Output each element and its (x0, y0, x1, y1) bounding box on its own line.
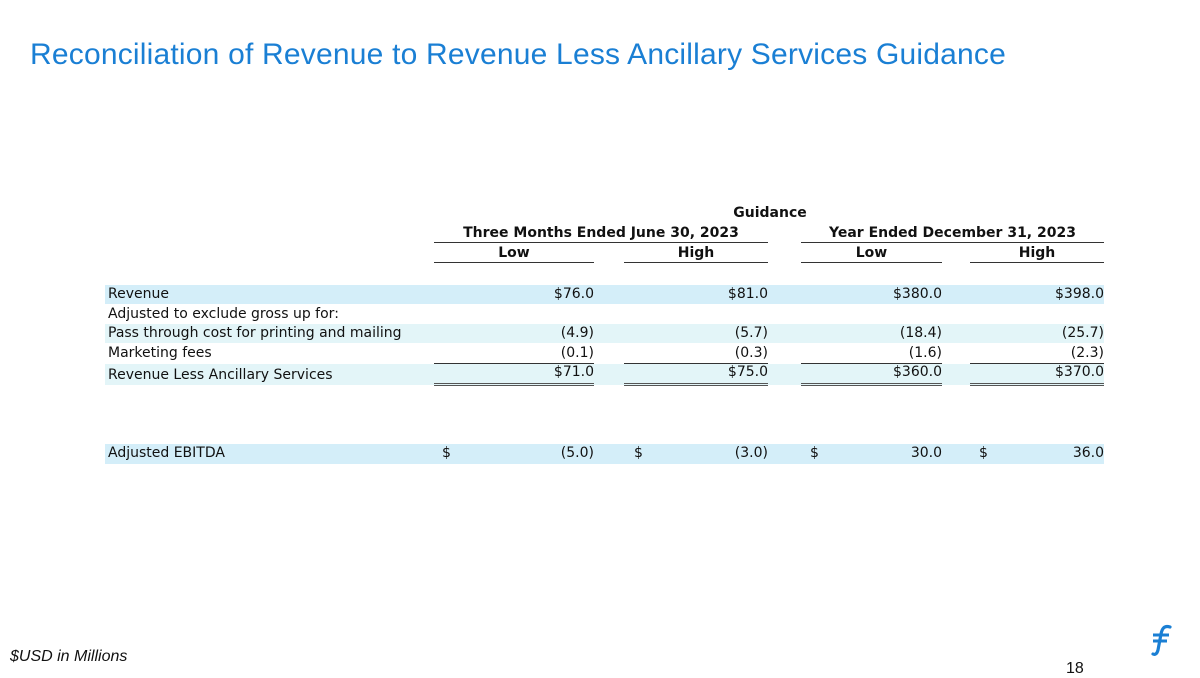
total-double-line (434, 383, 594, 386)
subtotal-line (434, 363, 594, 364)
currency: $ (634, 445, 643, 461)
ebitda-row: Adjusted EBITDA $ (5.0) $ (3.0) $ 30.0 $… (105, 444, 1104, 464)
row-label: Revenue Less Ancillary Services (108, 367, 333, 383)
cell: 36.0 (1072, 445, 1104, 461)
row-label: Marketing fees (108, 345, 212, 361)
period2-header: Year Ended December 31, 2023 (801, 225, 1104, 243)
cell: (2.3) (1070, 345, 1104, 361)
cell: $76.0 (553, 286, 594, 302)
currency: $ (810, 445, 819, 461)
total-double-line (801, 383, 942, 386)
cell: (0.1) (560, 345, 594, 361)
total-double-line (970, 383, 1104, 386)
currency: $ (442, 445, 451, 461)
period1-header: Three Months Ended June 30, 2023 (434, 225, 768, 243)
table-row: Pass through cost for printing and maili… (105, 324, 1104, 343)
footnote: $USD in Millions (10, 648, 128, 665)
row-label: Adjusted EBITDA (108, 445, 225, 461)
cell: $398.0 (1055, 286, 1104, 302)
cell: $360.0 (893, 364, 942, 380)
page-title: Reconciliation of Revenue to Revenue Les… (30, 38, 1006, 71)
row-label: Adjusted to exclude gross up for: (108, 306, 339, 322)
cell: $370.0 (1055, 364, 1104, 380)
cell: (5.7) (734, 325, 768, 341)
table-row: Adjusted to exclude gross up for: (105, 305, 1104, 324)
row-label: Pass through cost for printing and maili… (108, 325, 402, 341)
total-double-line (624, 383, 768, 386)
cell: $380.0 (893, 286, 942, 302)
cell: (1.6) (908, 345, 942, 361)
guidance-header: Guidance (733, 205, 807, 221)
company-logo-icon (1151, 624, 1172, 656)
subtotal-line (624, 363, 768, 364)
col-low-y: Low (801, 245, 942, 263)
cell: (25.7) (1061, 325, 1104, 341)
table-row: Revenue $76.0 $81.0 $380.0 $398.0 (105, 285, 1104, 304)
table-row: Marketing fees (0.1) (0.3) (1.6) (2.3) (105, 344, 1104, 363)
table-row: Revenue Less Ancillary Services $71.0 $7… (105, 364, 1104, 385)
subtotal-line (970, 363, 1104, 364)
currency: $ (979, 445, 988, 461)
page-number: 18 (1066, 660, 1084, 677)
cell: $75.0 (727, 364, 768, 380)
col-high-y: High (970, 245, 1104, 263)
cell: (3.0) (734, 445, 768, 461)
cell: $81.0 (727, 286, 768, 302)
col-low-q: Low (434, 245, 594, 263)
subtotal-line (801, 363, 942, 364)
row-label: Revenue (108, 286, 169, 302)
col-high-q: High (624, 245, 768, 263)
cell: $71.0 (553, 364, 594, 380)
cell: 30.0 (910, 445, 942, 461)
cell: (5.0) (560, 445, 594, 461)
cell: (0.3) (734, 345, 768, 361)
cell: (4.9) (560, 325, 594, 341)
cell: (18.4) (899, 325, 942, 341)
